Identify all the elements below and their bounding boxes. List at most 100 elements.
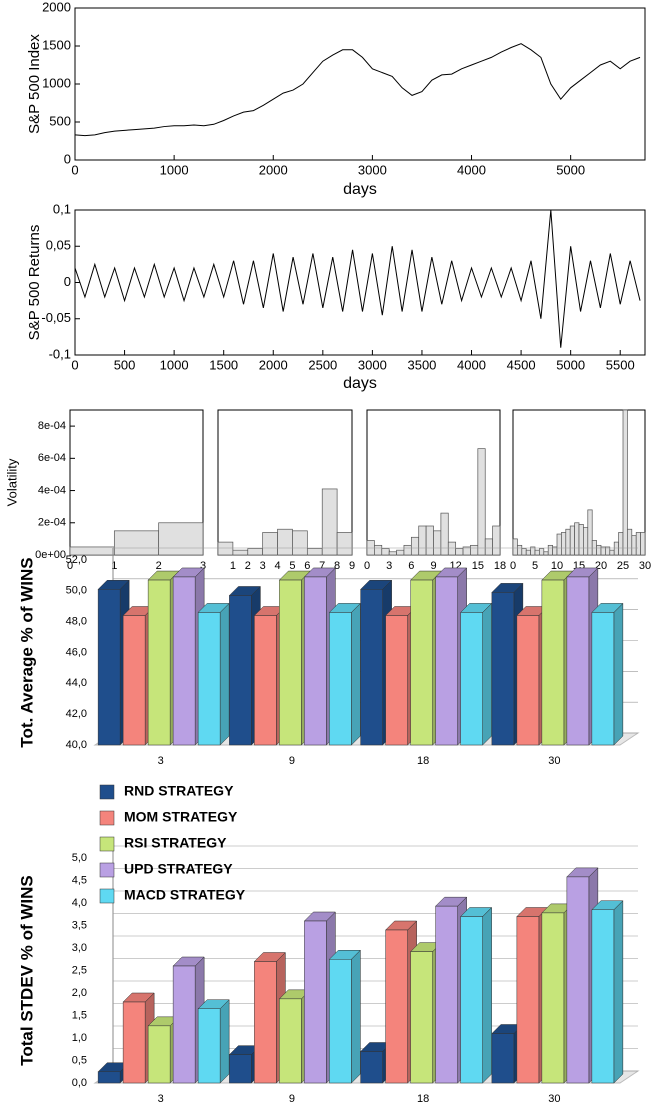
histogram-bar xyxy=(556,533,562,556)
bar xyxy=(360,1051,383,1084)
bar xyxy=(385,929,408,1084)
bar xyxy=(435,576,458,746)
legend-label: MOM STRATEGY xyxy=(124,809,238,825)
plot-frame xyxy=(74,7,646,161)
bar xyxy=(172,576,196,746)
histogram-bar xyxy=(587,509,593,556)
histogram-bar xyxy=(113,530,160,556)
x-tick-label: 1 xyxy=(111,560,117,572)
y-tick-label: 4,0 xyxy=(72,897,87,909)
histogram-bar xyxy=(618,532,624,556)
histogram-bar xyxy=(569,525,575,556)
x-tick-label: 18 xyxy=(417,1093,429,1105)
x-tick-label: 30 xyxy=(639,560,651,572)
y-tick-label: 500 xyxy=(49,113,71,128)
x-tick-label: 10 xyxy=(551,560,563,572)
y-tick-label: 0 xyxy=(64,151,71,166)
histogram-bar xyxy=(521,548,527,556)
x-tick-label: 7 xyxy=(319,560,325,572)
x-tick-label: 6 xyxy=(408,560,414,572)
x-tick-label: 6 xyxy=(304,560,310,572)
y-tick-label: 1,0 xyxy=(72,1032,87,1044)
histogram-bar xyxy=(609,549,615,556)
histogram-bar xyxy=(477,448,486,556)
x-tick-label: 1500 xyxy=(209,357,238,372)
x-tick-label: 1000 xyxy=(160,357,189,372)
y-tick-label: 8e-04 xyxy=(38,420,66,432)
histogram-bar xyxy=(547,544,553,556)
bar xyxy=(97,589,121,746)
data-line xyxy=(74,43,641,137)
bar xyxy=(410,951,433,1084)
histogram-bar xyxy=(217,541,234,556)
histogram-bar xyxy=(578,524,584,556)
bar xyxy=(254,961,277,1084)
histogram-bar xyxy=(583,527,589,556)
bar xyxy=(329,959,352,1084)
bar xyxy=(229,595,252,746)
bar-side xyxy=(613,602,624,746)
x-tick-label: 5000 xyxy=(556,162,585,177)
bar-side xyxy=(482,602,492,746)
y-tick-label: 40,0 xyxy=(66,739,87,751)
x-tick-label: 3500 xyxy=(407,357,436,372)
y-tick-label: 2e-04 xyxy=(38,517,66,529)
y-tick-label: 1,5 xyxy=(72,1009,87,1021)
x-tick-label: 3 xyxy=(260,560,266,572)
histogram-bar xyxy=(425,525,434,556)
x-tick-label: 2 xyxy=(156,560,162,572)
y-tick-label: 3,5 xyxy=(72,919,87,931)
histogram-bar xyxy=(388,551,397,556)
bar xyxy=(279,579,302,746)
x-tick-label: 9 xyxy=(289,755,295,767)
bar xyxy=(541,579,565,746)
y-tick-label: 42,0 xyxy=(66,708,87,720)
bar xyxy=(229,1054,252,1084)
y-tick-label: 6e-04 xyxy=(38,452,66,464)
histogram-bar xyxy=(631,535,637,556)
x-tick-label: 8 xyxy=(334,560,340,572)
legend-swatch xyxy=(99,810,115,826)
histogram-bar xyxy=(525,549,531,556)
bar xyxy=(329,612,352,746)
bar xyxy=(122,615,146,746)
legend-label: RND STRATEGY xyxy=(124,783,234,799)
y-tick-label: 0,05 xyxy=(46,238,71,253)
histogram-bar xyxy=(534,549,540,556)
histogram-bar xyxy=(262,532,278,556)
x-axis-label: days xyxy=(343,375,377,392)
histogram-bar xyxy=(565,528,571,556)
histogram-bar xyxy=(396,549,405,556)
x-tick-label: 2500 xyxy=(308,357,337,372)
histogram-bar xyxy=(292,530,308,556)
x-tick-label: 9 xyxy=(349,560,355,572)
bar xyxy=(197,612,221,746)
bar xyxy=(566,576,590,746)
y-tick-label: 0,0 xyxy=(72,1077,87,1089)
y-tick-label: 1000 xyxy=(42,75,71,90)
histogram-bar xyxy=(574,522,580,556)
histogram-bar xyxy=(596,544,602,556)
y-tick-label: 2,5 xyxy=(72,964,87,976)
bar xyxy=(360,589,383,746)
bar xyxy=(304,920,327,1084)
bar xyxy=(435,905,458,1084)
histogram-bar xyxy=(306,548,323,556)
y-tick-label: 48,0 xyxy=(66,616,87,628)
y-tick-label: 52,0 xyxy=(66,554,87,566)
histogram-bar xyxy=(561,532,567,556)
y-tick-label: -0,05 xyxy=(41,310,71,325)
bar xyxy=(460,916,483,1084)
bar xyxy=(254,615,277,746)
y-tick-label: 5,0 xyxy=(72,852,87,864)
histogram-bar xyxy=(336,532,353,556)
legend-swatch xyxy=(99,862,115,878)
y-axis-label: Volatility xyxy=(4,458,19,506)
x-tick-label: 3 xyxy=(386,560,392,572)
y-tick-label: 2000 xyxy=(42,0,71,14)
x-tick-label: 9 xyxy=(430,560,436,572)
y-tick-label: 4,5 xyxy=(72,874,87,886)
bar-side xyxy=(219,602,230,746)
x-tick-label: 5 xyxy=(289,560,295,572)
y-tick-label: 4e-04 xyxy=(38,484,66,496)
